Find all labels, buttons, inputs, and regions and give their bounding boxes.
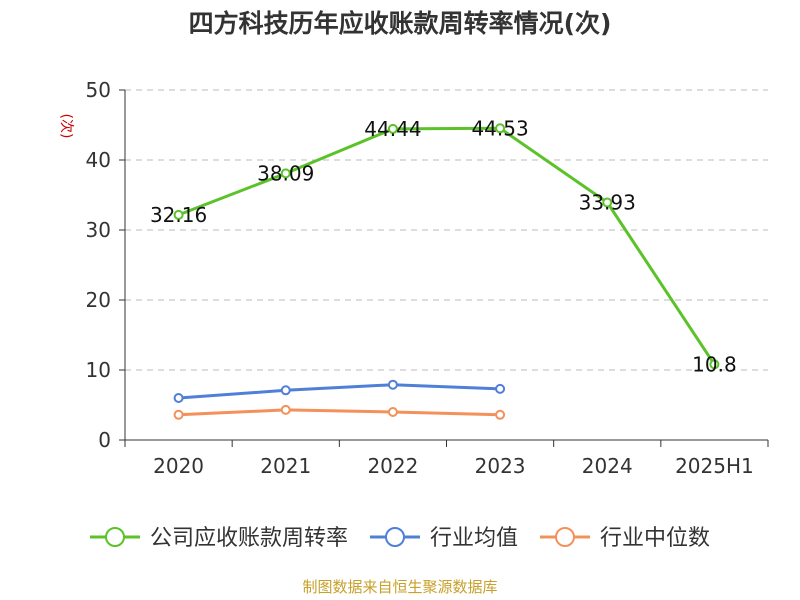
x-tick-label: 2023	[475, 454, 526, 478]
legend-swatch-marker	[385, 527, 405, 547]
y-tick-label: 50	[86, 78, 111, 102]
legend-swatch-marker	[555, 527, 575, 547]
legend-item-2[interactable]: 行业中位数	[540, 526, 710, 551]
data-point	[173, 409, 184, 420]
data-point	[495, 409, 506, 420]
data-label: 32.16	[150, 203, 207, 227]
series-line-0	[178, 126, 716, 366]
data-point	[602, 197, 613, 208]
y-tick-label: 30	[86, 218, 111, 242]
data-label: 10.8	[692, 352, 737, 376]
data-point	[495, 383, 506, 394]
gridlines	[125, 89, 768, 371]
data-point	[387, 407, 398, 417]
legend-item-0[interactable]: 公司应收账款周转率	[90, 526, 348, 551]
data-point	[280, 385, 291, 396]
data-point	[387, 123, 398, 134]
data-point	[280, 404, 291, 415]
y-tick-label: 10	[86, 358, 111, 382]
data-point	[387, 379, 398, 390]
legend-label: 行业中位数	[600, 526, 710, 551]
data-point	[173, 209, 184, 220]
data-point	[173, 393, 184, 403]
x-tick-label: 2022	[367, 454, 418, 478]
x-tick-label: 2024	[582, 454, 633, 478]
x-tick-label: 2025H1	[675, 454, 754, 478]
data-point	[495, 123, 506, 134]
y-tick-label: 40	[86, 148, 111, 172]
chart-title: 四方科技历年应收账款周转率情况(次)	[189, 9, 612, 38]
series-line-1	[178, 383, 501, 400]
data-label: 38.09	[257, 161, 314, 185]
axes: 0 10 20 30 40 50 2020 2021 2022 2023 2024 2025H1	[86, 78, 769, 478]
data-label: 44.53	[471, 116, 528, 140]
y-tick-label: 20	[86, 288, 111, 312]
y-tick-label: 0	[98, 428, 111, 452]
legend-label: 公司应收账款周转率	[150, 526, 348, 551]
legend-label: 行业均值	[430, 526, 518, 551]
legend-item-1[interactable]: 行业均值	[370, 526, 518, 551]
legend: 公司应收账款周转率 行业均值 行业中位数	[90, 526, 710, 551]
series-line-2	[178, 408, 501, 417]
data-point	[280, 168, 291, 179]
x-tick-label: 2021	[260, 454, 311, 478]
data-labels: 32.16 38.09 44.44 44.53 33.93 10.8	[150, 116, 737, 376]
data-label: 33.93	[579, 190, 636, 214]
x-tick-label: 2020	[153, 454, 204, 478]
y-axis-unit-label: (次)	[58, 114, 74, 139]
source-note: 制图数据来自恒生聚源数据库	[302, 578, 497, 596]
data-label: 44.44	[364, 117, 421, 141]
legend-swatch-marker	[105, 527, 125, 547]
data-point	[709, 359, 720, 370]
series-layer	[173, 123, 720, 420]
